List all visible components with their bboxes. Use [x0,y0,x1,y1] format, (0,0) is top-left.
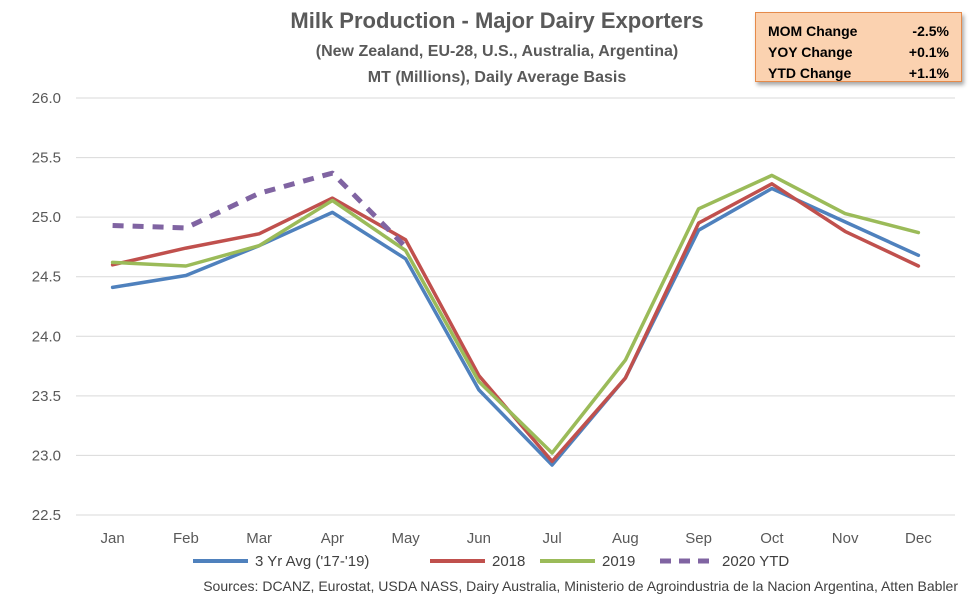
y-tick-label: 24.0 [32,328,61,345]
series-line [110,173,921,455]
x-tick-label: Jan [101,530,125,547]
legend-label: 2020 YTD [722,553,789,570]
x-tick-label: Aug [612,530,639,547]
series-lines [110,170,921,467]
x-tick-label: Jul [543,530,562,547]
stat-label: YOY Change [768,44,853,60]
y-axis-ticks: 26.0 25.5 25.0 24.5 24.0 23.5 23.0 22.5 [32,90,61,524]
stat-label: YTD Change [768,65,852,81]
legend-label: 2019 [602,553,635,570]
x-tick-label: Nov [832,530,859,547]
source-note: Sources: DCANZ, Eurostat, USDA NASS, Dai… [203,578,958,594]
series-line [110,182,921,464]
legend-label: 2018 [492,553,525,570]
stat-label: MOM Change [768,23,858,39]
stat-row-mom: MOM Change -2.5% [768,21,949,42]
x-tick-label: Apr [321,530,344,547]
stat-row-yoy: YOY Change +0.1% [768,42,949,63]
x-tick-label: Jun [467,530,491,547]
y-tick-label: 23.5 [32,388,61,405]
stat-value: +1.1% [908,65,949,81]
x-tick-label: Sep [685,530,712,547]
x-axis-ticks: Jan Feb Mar Apr May Jun Jul Aug Sep Oct Nov Dec [101,530,933,547]
y-tick-label: 24.5 [32,269,61,286]
y-tick-label: 23.0 [32,447,61,464]
x-tick-label: Dec [905,530,932,547]
series-line [112,170,408,249]
chart-subtitle-units: MT (Millions), Daily Average Basis [368,69,627,86]
y-tick-label: 25.5 [32,150,61,167]
change-summary-box: MOM Change -2.5% YOY Change +0.1% YTD Ch… [755,12,962,82]
stat-row-ytd: YTD Change +1.1% [768,63,949,84]
x-tick-label: Oct [760,530,784,547]
gridlines [76,97,955,516]
y-tick-label: 26.0 [32,90,61,107]
y-tick-label: 25.0 [32,209,61,226]
chart-subtitle: (New Zealand, EU-28, U.S., Australia, Ar… [316,43,678,60]
series-line [110,186,921,467]
x-tick-label: Feb [173,530,199,547]
x-tick-label: Mar [246,530,272,547]
legend-label: 3 Yr Avg ('17-'19) [255,553,369,570]
y-tick-label: 22.5 [32,507,61,524]
chart-title: Milk Production - Major Dairy Exporters [290,8,703,33]
legend: 3 Yr Avg ('17-'19) 2018 2019 2020 YTD [193,553,789,570]
stat-value: -2.5% [912,23,949,39]
x-tick-label: May [391,530,420,547]
stat-value: +0.1% [908,44,949,60]
